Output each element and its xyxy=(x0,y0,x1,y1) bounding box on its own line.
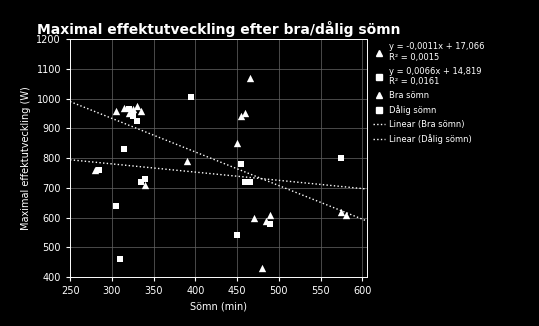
Point xyxy=(120,105,129,110)
Point xyxy=(91,168,99,173)
Point xyxy=(137,179,146,185)
Point xyxy=(95,168,103,173)
Point xyxy=(133,118,141,124)
Y-axis label: Maximal effektutveckling (W): Maximal effektutveckling (W) xyxy=(21,86,31,230)
Point xyxy=(112,203,120,208)
Point xyxy=(245,179,254,185)
Point xyxy=(141,176,149,182)
Point xyxy=(237,114,246,119)
Point xyxy=(258,266,266,271)
Point xyxy=(187,95,196,100)
Title: Maximal effektutveckling efter bra/dålig sömn: Maximal effektutveckling efter bra/dålig… xyxy=(37,21,400,37)
Point xyxy=(141,182,149,187)
Point xyxy=(128,114,137,119)
Point xyxy=(137,108,146,113)
Point xyxy=(337,156,346,161)
X-axis label: Sömn (min): Sömn (min) xyxy=(190,302,247,312)
Point xyxy=(241,179,250,185)
Legend: y = -0,0011x + 17,066
R² = 0,0015, y = 0,0066x + 14,819
R² = 0,0161, Bra sömn, D: y = -0,0011x + 17,066 R² = 0,0015, y = 0… xyxy=(370,39,487,147)
Point xyxy=(233,233,241,238)
Point xyxy=(250,215,258,220)
Point xyxy=(183,158,191,164)
Point xyxy=(120,147,129,152)
Point xyxy=(116,257,125,262)
Point xyxy=(128,106,137,111)
Point xyxy=(262,218,271,223)
Point xyxy=(237,161,246,167)
Point xyxy=(133,103,141,109)
Point xyxy=(266,212,275,217)
Point xyxy=(241,111,250,116)
Point xyxy=(341,212,350,217)
Point xyxy=(124,106,133,111)
Point xyxy=(266,221,275,226)
Point xyxy=(337,209,346,214)
Point xyxy=(245,75,254,81)
Point xyxy=(112,108,120,113)
Point xyxy=(233,141,241,146)
Point xyxy=(124,111,133,116)
